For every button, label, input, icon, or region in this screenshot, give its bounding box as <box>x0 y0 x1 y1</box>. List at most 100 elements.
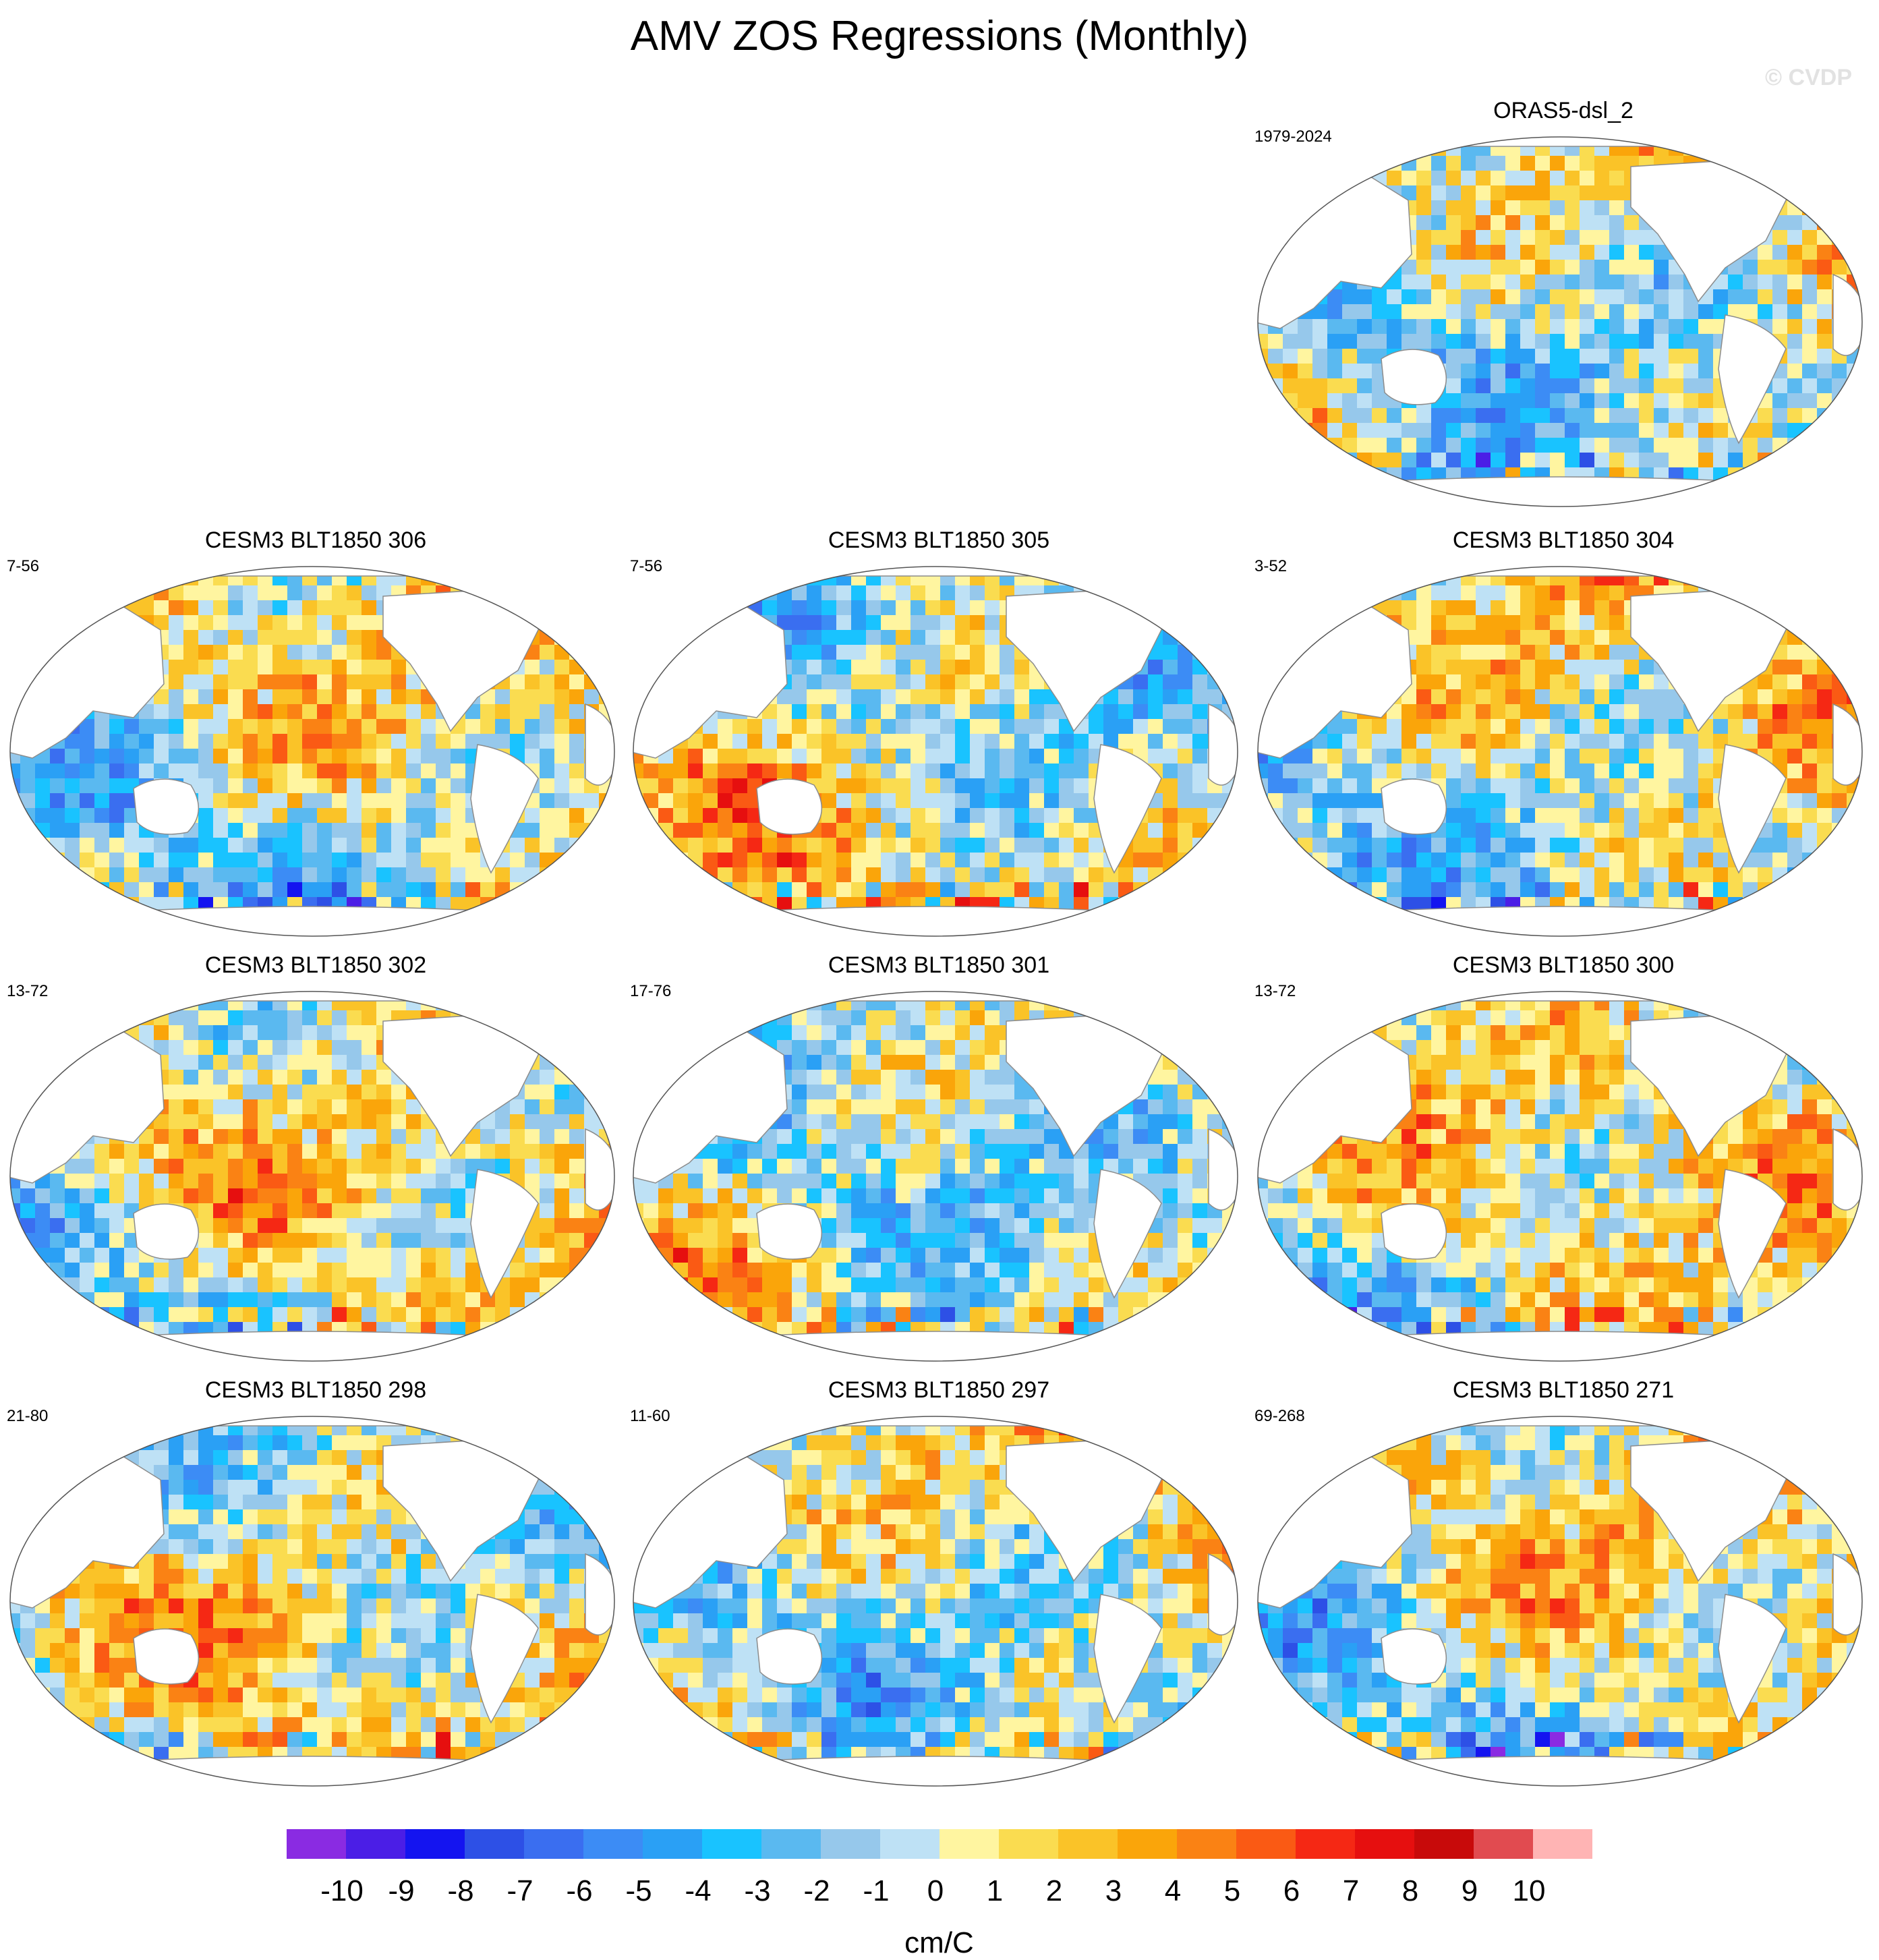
field-cell <box>198 942 214 947</box>
field-cell <box>421 823 436 838</box>
field-cell <box>1163 823 1178 838</box>
field-cell <box>1772 408 1788 424</box>
field-cell <box>569 996 585 1011</box>
field-cell <box>272 719 288 734</box>
field-cell <box>718 556 733 571</box>
field-cell <box>1222 838 1238 853</box>
field-cell <box>1654 349 1669 364</box>
field-cell <box>198 1099 214 1115</box>
field-cell <box>1728 289 1743 305</box>
field-cell <box>1639 704 1654 720</box>
field-cell <box>228 1055 243 1070</box>
field-cell <box>1387 942 1402 947</box>
field-cell <box>1802 364 1818 379</box>
field-cell <box>228 645 243 660</box>
field-cell <box>1074 942 1089 947</box>
field-cell <box>1416 867 1432 883</box>
field-cell <box>970 823 985 838</box>
field-cell <box>1312 823 1328 838</box>
field-cell <box>836 942 852 947</box>
field-cell <box>1192 853 1208 868</box>
field-cell <box>1416 838 1432 853</box>
field-cell <box>955 585 971 601</box>
field-cell <box>1192 897 1208 913</box>
field-cell <box>1639 838 1654 853</box>
field-cell <box>1743 141 1758 156</box>
field-cell <box>955 734 971 749</box>
field-cell <box>1639 423 1654 438</box>
field-cell <box>554 1025 570 1041</box>
field-cell <box>1639 408 1654 424</box>
field-cell <box>1787 615 1803 631</box>
field-cell <box>1683 349 1699 364</box>
field-cell <box>1683 423 1699 438</box>
field-cell <box>540 823 555 838</box>
field-cell <box>955 689 971 705</box>
field-cell <box>20 912 36 927</box>
map-field <box>5 981 619 1372</box>
field-cell <box>1594 334 1610 349</box>
field-cell <box>169 838 184 853</box>
field-cell <box>35 1025 51 1041</box>
field-cell <box>243 1010 258 1026</box>
field-cell <box>569 1099 585 1115</box>
field-cell <box>169 749 184 764</box>
field-cell <box>1461 689 1476 705</box>
field-cell <box>1401 497 1417 513</box>
field-cell <box>1431 734 1447 749</box>
field-cell <box>896 942 911 947</box>
field-cell <box>258 704 273 720</box>
field-cell <box>762 942 778 947</box>
field-cell <box>436 867 451 883</box>
field-cell <box>747 734 763 749</box>
field-cell <box>1639 719 1654 734</box>
field-cell <box>1817 215 1832 231</box>
field-cell <box>302 778 318 794</box>
field-cell <box>1713 867 1729 883</box>
field-cell <box>540 867 555 883</box>
field-cell <box>213 674 229 690</box>
field-cell <box>955 674 971 690</box>
field-cell <box>866 645 881 660</box>
field-cell <box>1565 600 1580 616</box>
field-cell <box>1609 882 1625 898</box>
field-cell <box>1787 438 1803 453</box>
field-cell <box>1387 838 1402 853</box>
field-cell <box>1178 823 1193 838</box>
field-cell <box>213 981 229 996</box>
field-cell <box>1401 334 1417 349</box>
field-cell <box>406 882 422 898</box>
field-cell <box>228 556 243 571</box>
field-cell <box>198 778 214 794</box>
field-cell <box>332 853 347 868</box>
field-cell <box>1847 585 1862 601</box>
field-cell <box>169 981 184 996</box>
field-cell <box>762 882 778 898</box>
field-cell <box>1565 853 1580 868</box>
field-cell <box>1148 838 1163 853</box>
field-cell <box>347 808 362 824</box>
field-cell <box>1847 393 1862 409</box>
field-cell <box>1594 319 1610 335</box>
field-cell <box>287 1055 303 1070</box>
field-cell <box>1594 689 1610 705</box>
field-cell <box>1817 156 1832 171</box>
field-cell <box>1580 512 1595 517</box>
field-cell <box>1357 793 1372 809</box>
field-cell <box>65 882 80 898</box>
field-cell <box>1074 823 1089 838</box>
field-cell <box>1446 378 1462 394</box>
field-cell <box>1580 393 1595 409</box>
field-cell <box>1639 793 1654 809</box>
field-cell <box>451 763 466 779</box>
field-cell <box>1446 423 1462 438</box>
field-cell <box>925 704 941 720</box>
field-cell <box>1594 512 1610 517</box>
field-cell <box>1014 882 1030 898</box>
field-cell <box>1802 141 1818 156</box>
field-cell <box>243 704 258 720</box>
field-cell <box>1654 289 1669 305</box>
field-cell <box>1728 556 1743 571</box>
field-cell <box>1357 942 1372 947</box>
field-cell <box>599 645 614 660</box>
